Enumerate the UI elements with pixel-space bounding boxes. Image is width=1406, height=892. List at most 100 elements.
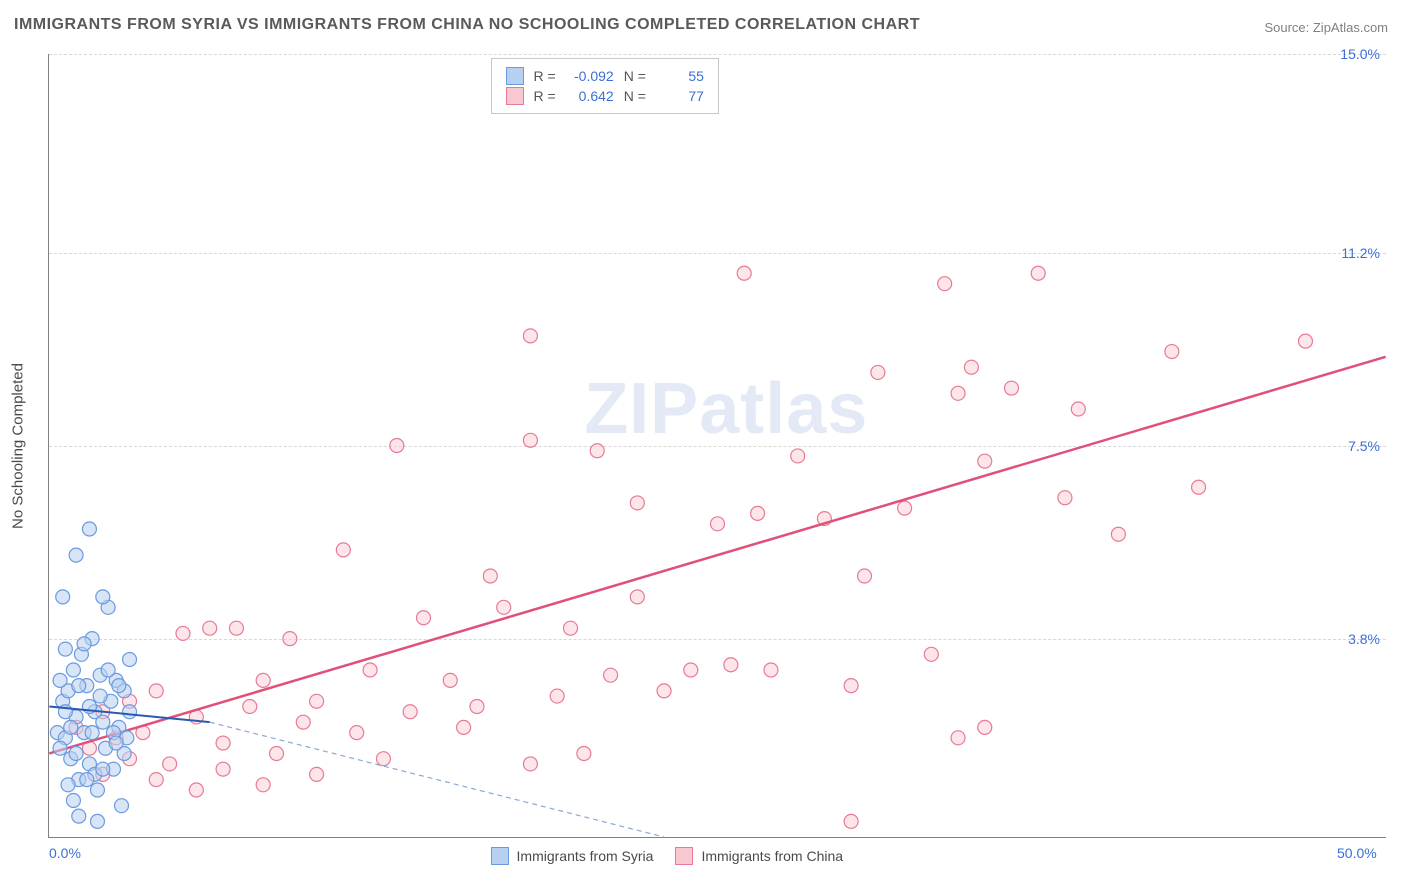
legend-item-syria: Immigrants from Syria (491, 847, 654, 865)
data-point (53, 741, 67, 755)
data-point (176, 626, 190, 640)
source-label: Source: ZipAtlas.com (1264, 20, 1388, 35)
data-point (283, 632, 297, 646)
data-point (630, 590, 644, 604)
data-point (1071, 402, 1085, 416)
data-point (270, 746, 284, 760)
data-point (844, 814, 858, 828)
data-point (93, 689, 107, 703)
r-label: R = (534, 88, 556, 104)
data-point (764, 663, 778, 677)
data-point (951, 386, 965, 400)
data-point (844, 679, 858, 693)
data-point (149, 684, 163, 698)
data-point (123, 653, 137, 667)
data-point (216, 736, 230, 750)
data-point (964, 360, 978, 374)
data-point (457, 720, 471, 734)
data-point (470, 700, 484, 714)
data-point (978, 720, 992, 734)
data-point (564, 621, 578, 635)
data-point (72, 679, 86, 693)
data-point (751, 506, 765, 520)
data-point (90, 814, 104, 828)
data-point (216, 762, 230, 776)
stats-row-china: R = 0.642 N = 77 (506, 87, 704, 105)
scatter-svg (49, 54, 1386, 837)
data-point (77, 637, 91, 651)
data-point (951, 731, 965, 745)
data-point (871, 365, 885, 379)
data-point (256, 673, 270, 687)
n-label: N = (624, 88, 646, 104)
stats-row-syria: R = -0.092 N = 55 (506, 67, 704, 85)
data-point (69, 746, 83, 760)
data-point (310, 767, 324, 781)
data-point (64, 720, 78, 734)
data-point (1031, 266, 1045, 280)
data-point (1192, 480, 1206, 494)
r-value-china: 0.642 (566, 88, 614, 104)
data-point (336, 543, 350, 557)
data-point (497, 600, 511, 614)
data-point (523, 329, 537, 343)
data-point (1058, 491, 1072, 505)
data-point (66, 793, 80, 807)
data-point (483, 569, 497, 583)
plot-region: 3.8%7.5%11.2%15.0% ZIPatlas R = -0.092 N… (48, 54, 1386, 838)
data-point (390, 439, 404, 453)
r-value-syria: -0.092 (566, 68, 614, 84)
data-point (82, 522, 96, 536)
data-point (256, 778, 270, 792)
n-value-syria: 55 (656, 68, 704, 84)
data-point (109, 736, 123, 750)
data-point (630, 496, 644, 510)
data-point (523, 433, 537, 447)
chart-container: IMMIGRANTS FROM SYRIA VS IMMIGRANTS FROM… (0, 0, 1406, 892)
legend-item-china: Immigrants from China (675, 847, 843, 865)
data-point (590, 444, 604, 458)
data-point (1298, 334, 1312, 348)
data-point (858, 569, 872, 583)
data-point (203, 621, 217, 635)
data-point (523, 757, 537, 771)
data-point (1111, 527, 1125, 541)
data-point (350, 726, 364, 740)
data-point (229, 621, 243, 635)
data-point (243, 700, 257, 714)
data-point (80, 773, 94, 787)
x-tick-label: 0.0% (49, 845, 81, 861)
swatch-syria (506, 67, 524, 85)
data-point (58, 642, 72, 656)
data-point (657, 684, 671, 698)
swatch-syria (491, 847, 509, 865)
data-point (53, 673, 67, 687)
data-point (898, 501, 912, 515)
data-point (66, 663, 80, 677)
data-point (684, 663, 698, 677)
data-point (791, 449, 805, 463)
data-point (69, 548, 83, 562)
data-point (56, 590, 70, 604)
data-point (90, 783, 104, 797)
data-point (85, 726, 99, 740)
chart-area: 3.8%7.5%11.2%15.0% ZIPatlas R = -0.092 N… (48, 54, 1386, 838)
stats-legend: R = -0.092 N = 55 R = 0.642 N = 77 (491, 58, 719, 114)
data-point (376, 752, 390, 766)
data-point (978, 454, 992, 468)
data-point (61, 778, 75, 792)
y-axis-label: No Schooling Completed (10, 363, 27, 529)
data-point (96, 590, 110, 604)
data-point (296, 715, 310, 729)
data-point (1165, 345, 1179, 359)
data-point (101, 663, 115, 677)
data-point (604, 668, 618, 682)
data-point (123, 705, 137, 719)
r-label: R = (534, 68, 556, 84)
data-point (163, 757, 177, 771)
data-point (577, 746, 591, 760)
data-point (924, 647, 938, 661)
bottom-legend: Immigrants from Syria Immigrants from Ch… (491, 847, 844, 865)
x-tick-label: 50.0% (1337, 845, 1377, 861)
data-point (550, 689, 564, 703)
